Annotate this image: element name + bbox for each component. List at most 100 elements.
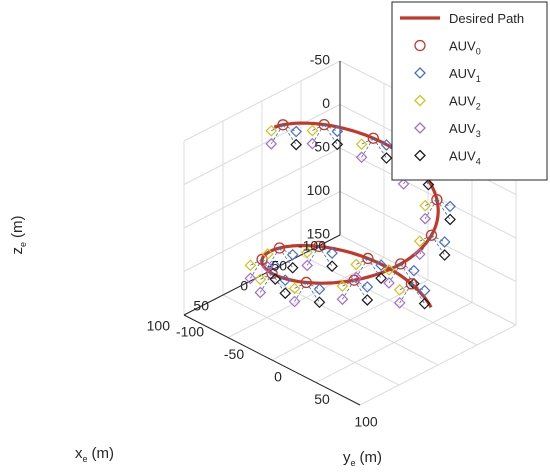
series-auv1-point (290, 125, 303, 138)
formation-link (323, 124, 338, 145)
axes-grid (183, 60, 517, 406)
z-tick-label: 50 (314, 139, 330, 155)
legend-diamond-swatch (414, 122, 426, 134)
series-auv0-point (313, 240, 325, 253)
formation-link (282, 124, 297, 132)
series-auv2-point (350, 258, 363, 271)
formation-link (259, 273, 273, 293)
formation-link (356, 258, 369, 265)
series-auv0-point (431, 194, 443, 206)
formation-link (411, 283, 425, 304)
series-auv3-point (306, 137, 319, 150)
series-auv0-point (395, 258, 407, 270)
formation-link (436, 199, 451, 220)
formation-link (388, 263, 401, 271)
series-auv2-point (265, 124, 278, 137)
formation-link (270, 124, 284, 145)
series-auv4-point (422, 178, 435, 191)
series-auv1-point (418, 284, 431, 297)
z-tick-label: 100 (307, 182, 331, 198)
series-auv0-point (318, 118, 330, 131)
formation-link (353, 279, 368, 301)
series-auv4-point (418, 297, 431, 310)
legend-item: AUV3 (414, 121, 481, 139)
series-auv1-point (279, 274, 292, 287)
series-auv4-point (444, 213, 456, 226)
series-auv1-point (438, 236, 451, 248)
formation-link (305, 282, 320, 303)
series-auv2-point (288, 282, 301, 295)
series-auv1-point (361, 281, 374, 293)
series-auv4-point (290, 138, 303, 151)
formation-link (250, 259, 263, 279)
series-auv3-point (336, 293, 349, 306)
legend-item: AUV4 (414, 149, 481, 167)
legend-label: AUV4 (449, 149, 481, 167)
z-axis-label: ze(m) (9, 215, 28, 254)
formation-link (355, 258, 369, 278)
formation-link (342, 279, 355, 287)
series-auv0-point (256, 253, 268, 265)
series-auv2-point (244, 259, 257, 272)
formation-link (400, 263, 415, 284)
series-auv3-point (419, 212, 432, 225)
series-desired-path (260, 121, 440, 309)
series-auv2-point (393, 283, 406, 296)
formation-link (318, 246, 333, 254)
formation-link (294, 282, 307, 302)
series-auv2-point (306, 124, 319, 137)
series-auv1-point (286, 248, 299, 261)
grid-line (183, 60, 341, 142)
legend-label: AUV1 (449, 66, 481, 84)
series-auv1-point (269, 260, 282, 272)
z-tick-label: 0 (322, 95, 330, 111)
x-tick-label: 0 (240, 278, 248, 294)
series-auv2-point (336, 280, 349, 293)
z-tick-label: 150 (307, 226, 331, 242)
legend-label: Desired Path (449, 11, 524, 26)
y-tick-label: 100 (354, 414, 378, 430)
x-tick-label: 50 (193, 298, 209, 314)
series-auv2-point (301, 246, 314, 259)
formation-link (411, 283, 425, 291)
series-auv3-point (254, 286, 267, 299)
series-auv4-point (375, 272, 387, 285)
legend-diamond-swatch (414, 67, 426, 79)
formation-link (373, 137, 387, 146)
tick-labels: -50 0 50 100 150 100 50 0 -50 -100 -100 -50 0 50 100 (147, 52, 378, 430)
formation-link (388, 263, 402, 284)
formation-link (261, 259, 276, 280)
series-auv3-point (393, 297, 406, 309)
formation-link (342, 279, 355, 300)
formation-link (294, 282, 307, 289)
series-auv0-point (300, 276, 312, 289)
series-auv3-point (261, 261, 274, 273)
legend-item: Desired Path (400, 11, 524, 26)
series-auv1-point (331, 125, 344, 138)
formation-link (271, 273, 286, 294)
series-auv1-point (380, 139, 393, 151)
formation-link (306, 246, 320, 266)
series-auv2-point (355, 138, 368, 151)
y-tick-label: 0 (274, 369, 282, 385)
series-auv2-point (383, 264, 395, 276)
formation-link (399, 283, 412, 304)
formation-link (425, 199, 438, 207)
series-auv1-point (313, 283, 326, 296)
formation-link (431, 235, 446, 256)
formation-link (282, 124, 297, 145)
z-tick-label: -50 (310, 52, 330, 68)
series-auv3-point (301, 259, 314, 272)
series-auv1-point (375, 259, 387, 272)
formation-link (279, 247, 293, 256)
formation-link (323, 124, 338, 132)
series-auv2-point (254, 273, 267, 286)
series-auv3-point (355, 151, 368, 164)
grid-line (339, 191, 517, 282)
x-axis-label: xe (m) (75, 445, 114, 464)
series-auv4-point (313, 296, 326, 309)
legend-label: AUV2 (449, 94, 481, 112)
series-auv3-point (350, 271, 363, 284)
grid-line (183, 191, 341, 272)
